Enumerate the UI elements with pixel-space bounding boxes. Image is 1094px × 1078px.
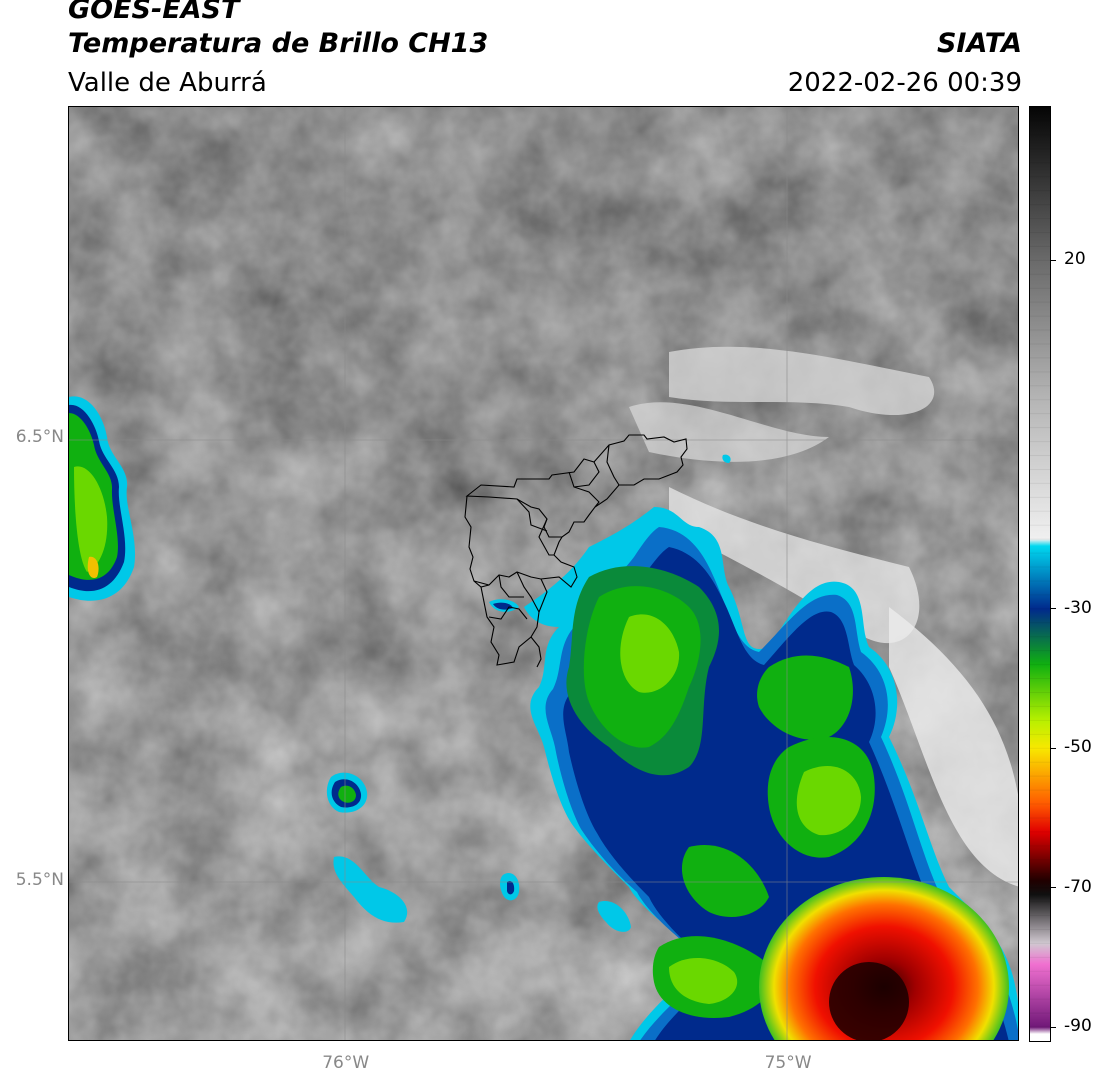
colorbar-tick-label: -30 — [1064, 597, 1092, 618]
municipality-outline — [465, 434, 688, 538]
small-clouds — [326, 454, 731, 932]
colorbar-tick-label: -50 — [1064, 737, 1092, 758]
satellite-map[interactable] — [68, 106, 1019, 1041]
cloud-west-edge — [69, 396, 136, 601]
region-subtitle: Valle de Aburrá — [68, 68, 267, 98]
valle-de-aburra-boundaries — [464, 434, 688, 668]
product-title: Temperatura de Brillo CH13 — [68, 28, 489, 59]
colorbar — [1029, 106, 1051, 1042]
lat-tick-label: 5.5°N — [15, 870, 64, 891]
colorbar-tick-label: 20 — [1064, 249, 1086, 270]
lat-tick-label: 6.5°N — [15, 427, 64, 448]
colorbar-tick-mark — [1051, 608, 1056, 610]
lon-tick-label: 76°W — [322, 1053, 370, 1073]
colorbar-fill — [1030, 107, 1050, 1041]
map-canvas — [69, 107, 1018, 1040]
satellite-title: GOES-EAST — [68, 0, 240, 25]
colorbar-tick-mark — [1051, 259, 1056, 261]
colorbar-tick-mark — [1051, 747, 1056, 749]
colorbar-tick-label: -90 — [1064, 1016, 1092, 1037]
datetime-label: 2022-02-26 00:39 — [787, 68, 1022, 98]
gridlines — [69, 107, 1018, 1040]
agency-label: SIATA — [936, 28, 1022, 59]
cloud-central-system — [524, 507, 1018, 1040]
colorbar-tick-mark — [1051, 1026, 1056, 1028]
colorbar-tick-label: -70 — [1064, 876, 1092, 897]
colorbar-tick-mark — [1051, 887, 1056, 889]
colorbar-gradient — [1030, 106, 1050, 1041]
lon-tick-label: 75°W — [764, 1053, 812, 1073]
